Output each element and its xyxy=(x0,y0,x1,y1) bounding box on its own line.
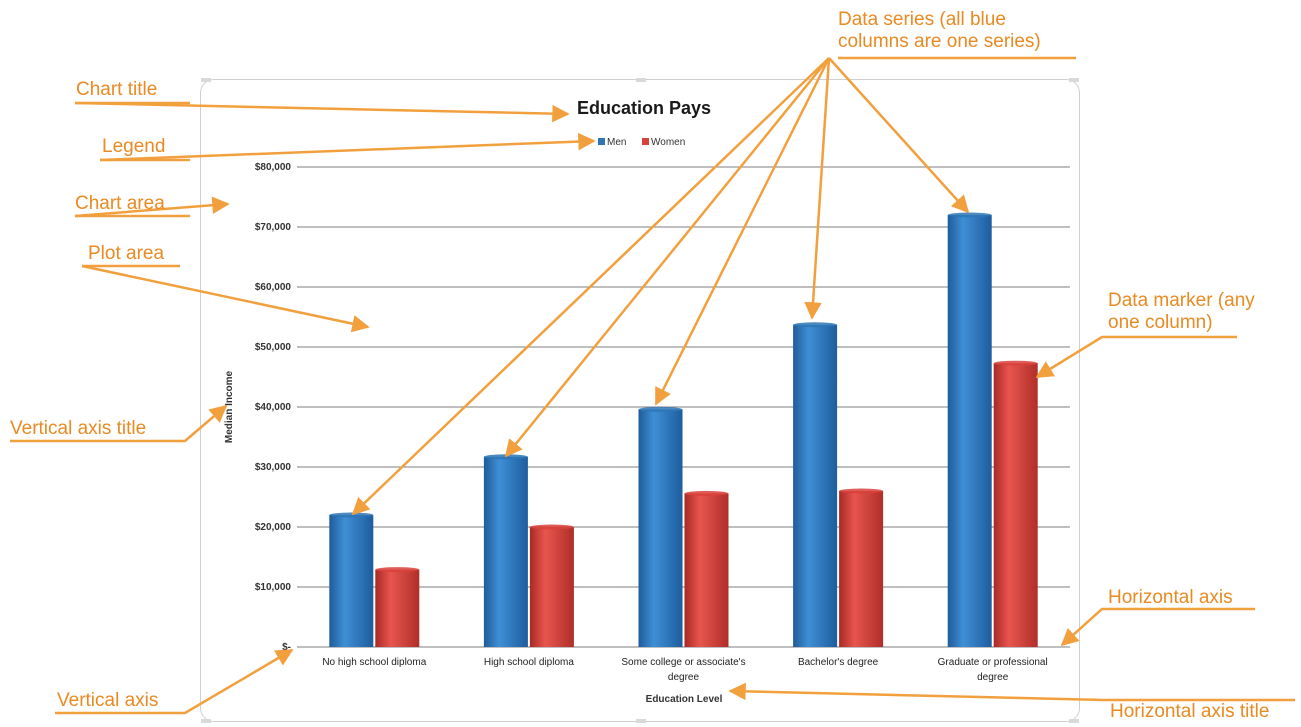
arrow-vertical-axis-title xyxy=(10,404,228,443)
ytick-label: $30,000 xyxy=(255,462,292,473)
resize-handle[interactable] xyxy=(201,78,211,82)
callout-chart-area: Chart area xyxy=(75,193,165,214)
xtick-label: No high school diploma xyxy=(322,657,426,668)
chart-title: Education Pays xyxy=(577,98,711,118)
arrow-plot-area xyxy=(81,264,370,333)
bar-cap-men-1 xyxy=(329,512,374,518)
xtick-label: Bachelor's degree xyxy=(798,657,879,668)
legend-swatch-women xyxy=(642,138,649,145)
resize-handle[interactable] xyxy=(636,719,646,723)
bar-cap-men-3 xyxy=(638,406,683,412)
arrow-chart-area xyxy=(74,196,230,218)
ytick-label: $80,000 xyxy=(255,162,292,173)
xtick-label: Some college or associate's degree xyxy=(621,657,745,683)
vertical-axis-tick-labels: $- $10,000 $20,000 $30,000 $40,000 $50,000 $60… xyxy=(255,162,292,653)
bar-women-4[interactable] xyxy=(839,491,884,647)
bar-cap-women-5 xyxy=(993,360,1038,366)
callout-data-series: Data series (all blue columns are one se… xyxy=(838,9,1041,52)
bar-men-3[interactable] xyxy=(638,409,683,647)
data-series-bars xyxy=(329,212,1038,647)
ytick-label: $20,000 xyxy=(255,522,292,533)
bar-cap-women-3 xyxy=(684,490,729,496)
arrow-data-series-5 xyxy=(828,57,970,214)
callout-vertical-axis: Vertical axis xyxy=(57,690,159,711)
arrow-legend xyxy=(99,132,596,162)
bar-cap-men-4 xyxy=(793,322,838,328)
callout-underlines xyxy=(75,56,1076,268)
callout-arrows xyxy=(10,57,1295,715)
arrow-chart-title xyxy=(74,101,570,123)
bar-men-5[interactable] xyxy=(947,215,992,647)
xtick-label: High school diploma xyxy=(484,657,574,668)
vertical-axis-title: Median Income xyxy=(224,370,235,443)
resize-handle[interactable] xyxy=(201,719,211,723)
arrow-data-marker xyxy=(1035,335,1237,379)
legend-label-women: Women xyxy=(651,137,685,148)
callout-plot-area: Plot area xyxy=(88,243,165,264)
bar-men-4[interactable] xyxy=(793,324,838,647)
resize-handle[interactable] xyxy=(636,78,646,82)
arrow-horizontal-axis-title xyxy=(728,682,1295,702)
gridlines xyxy=(297,166,1070,588)
arrow-horizontal-axis xyxy=(1060,607,1255,647)
bar-women-5[interactable] xyxy=(993,363,1038,647)
arrow-vertical-axis xyxy=(55,648,294,715)
horizontal-axis-title: Education Level xyxy=(646,694,723,705)
bar-cap-women-2 xyxy=(529,524,574,530)
bar-women-2[interactable] xyxy=(529,527,574,647)
arrow-data-series-2 xyxy=(504,57,830,458)
resize-handle[interactable] xyxy=(1069,78,1079,82)
ytick-label: $60,000 xyxy=(255,282,292,293)
legend: Men Women xyxy=(598,137,685,148)
ytick-label: $70,000 xyxy=(255,222,292,233)
callout-data-marker: Data marker (any one column) xyxy=(1108,290,1255,333)
resize-handle[interactable] xyxy=(1069,719,1079,723)
ytick-label: $- xyxy=(282,642,291,653)
bar-cap-women-1 xyxy=(375,567,420,573)
bar-men-1[interactable] xyxy=(329,515,374,647)
arrow-data-series-3 xyxy=(654,57,831,406)
arrow-data-series-1 xyxy=(351,57,830,516)
callout-vertical-axis-title: Vertical axis title xyxy=(10,418,147,439)
ytick-label: $40,000 xyxy=(255,402,292,413)
arrow-data-series-4 xyxy=(804,57,831,320)
callout-legend: Legend xyxy=(102,136,166,157)
callout-horizontal-axis: Horizontal axis xyxy=(1108,587,1233,608)
bar-cap-men-5 xyxy=(947,212,992,218)
bar-cap-women-4 xyxy=(839,488,884,494)
horizontal-axis-tick-labels: No high school diploma High school diplom… xyxy=(322,657,1047,683)
legend-label-men: Men xyxy=(607,137,626,148)
ytick-label: $10,000 xyxy=(255,582,292,593)
xtick-label: Graduate or professional degree xyxy=(938,657,1048,683)
legend-swatch-men xyxy=(598,138,605,145)
bar-women-3[interactable] xyxy=(684,493,729,647)
ytick-label: $50,000 xyxy=(255,342,292,353)
bar-men-2[interactable] xyxy=(483,456,528,647)
callout-chart-title: Chart title xyxy=(76,79,158,100)
bar-women-1[interactable] xyxy=(375,569,420,647)
callout-horizontal-axis-title: Horizontal axis title xyxy=(1110,701,1270,722)
